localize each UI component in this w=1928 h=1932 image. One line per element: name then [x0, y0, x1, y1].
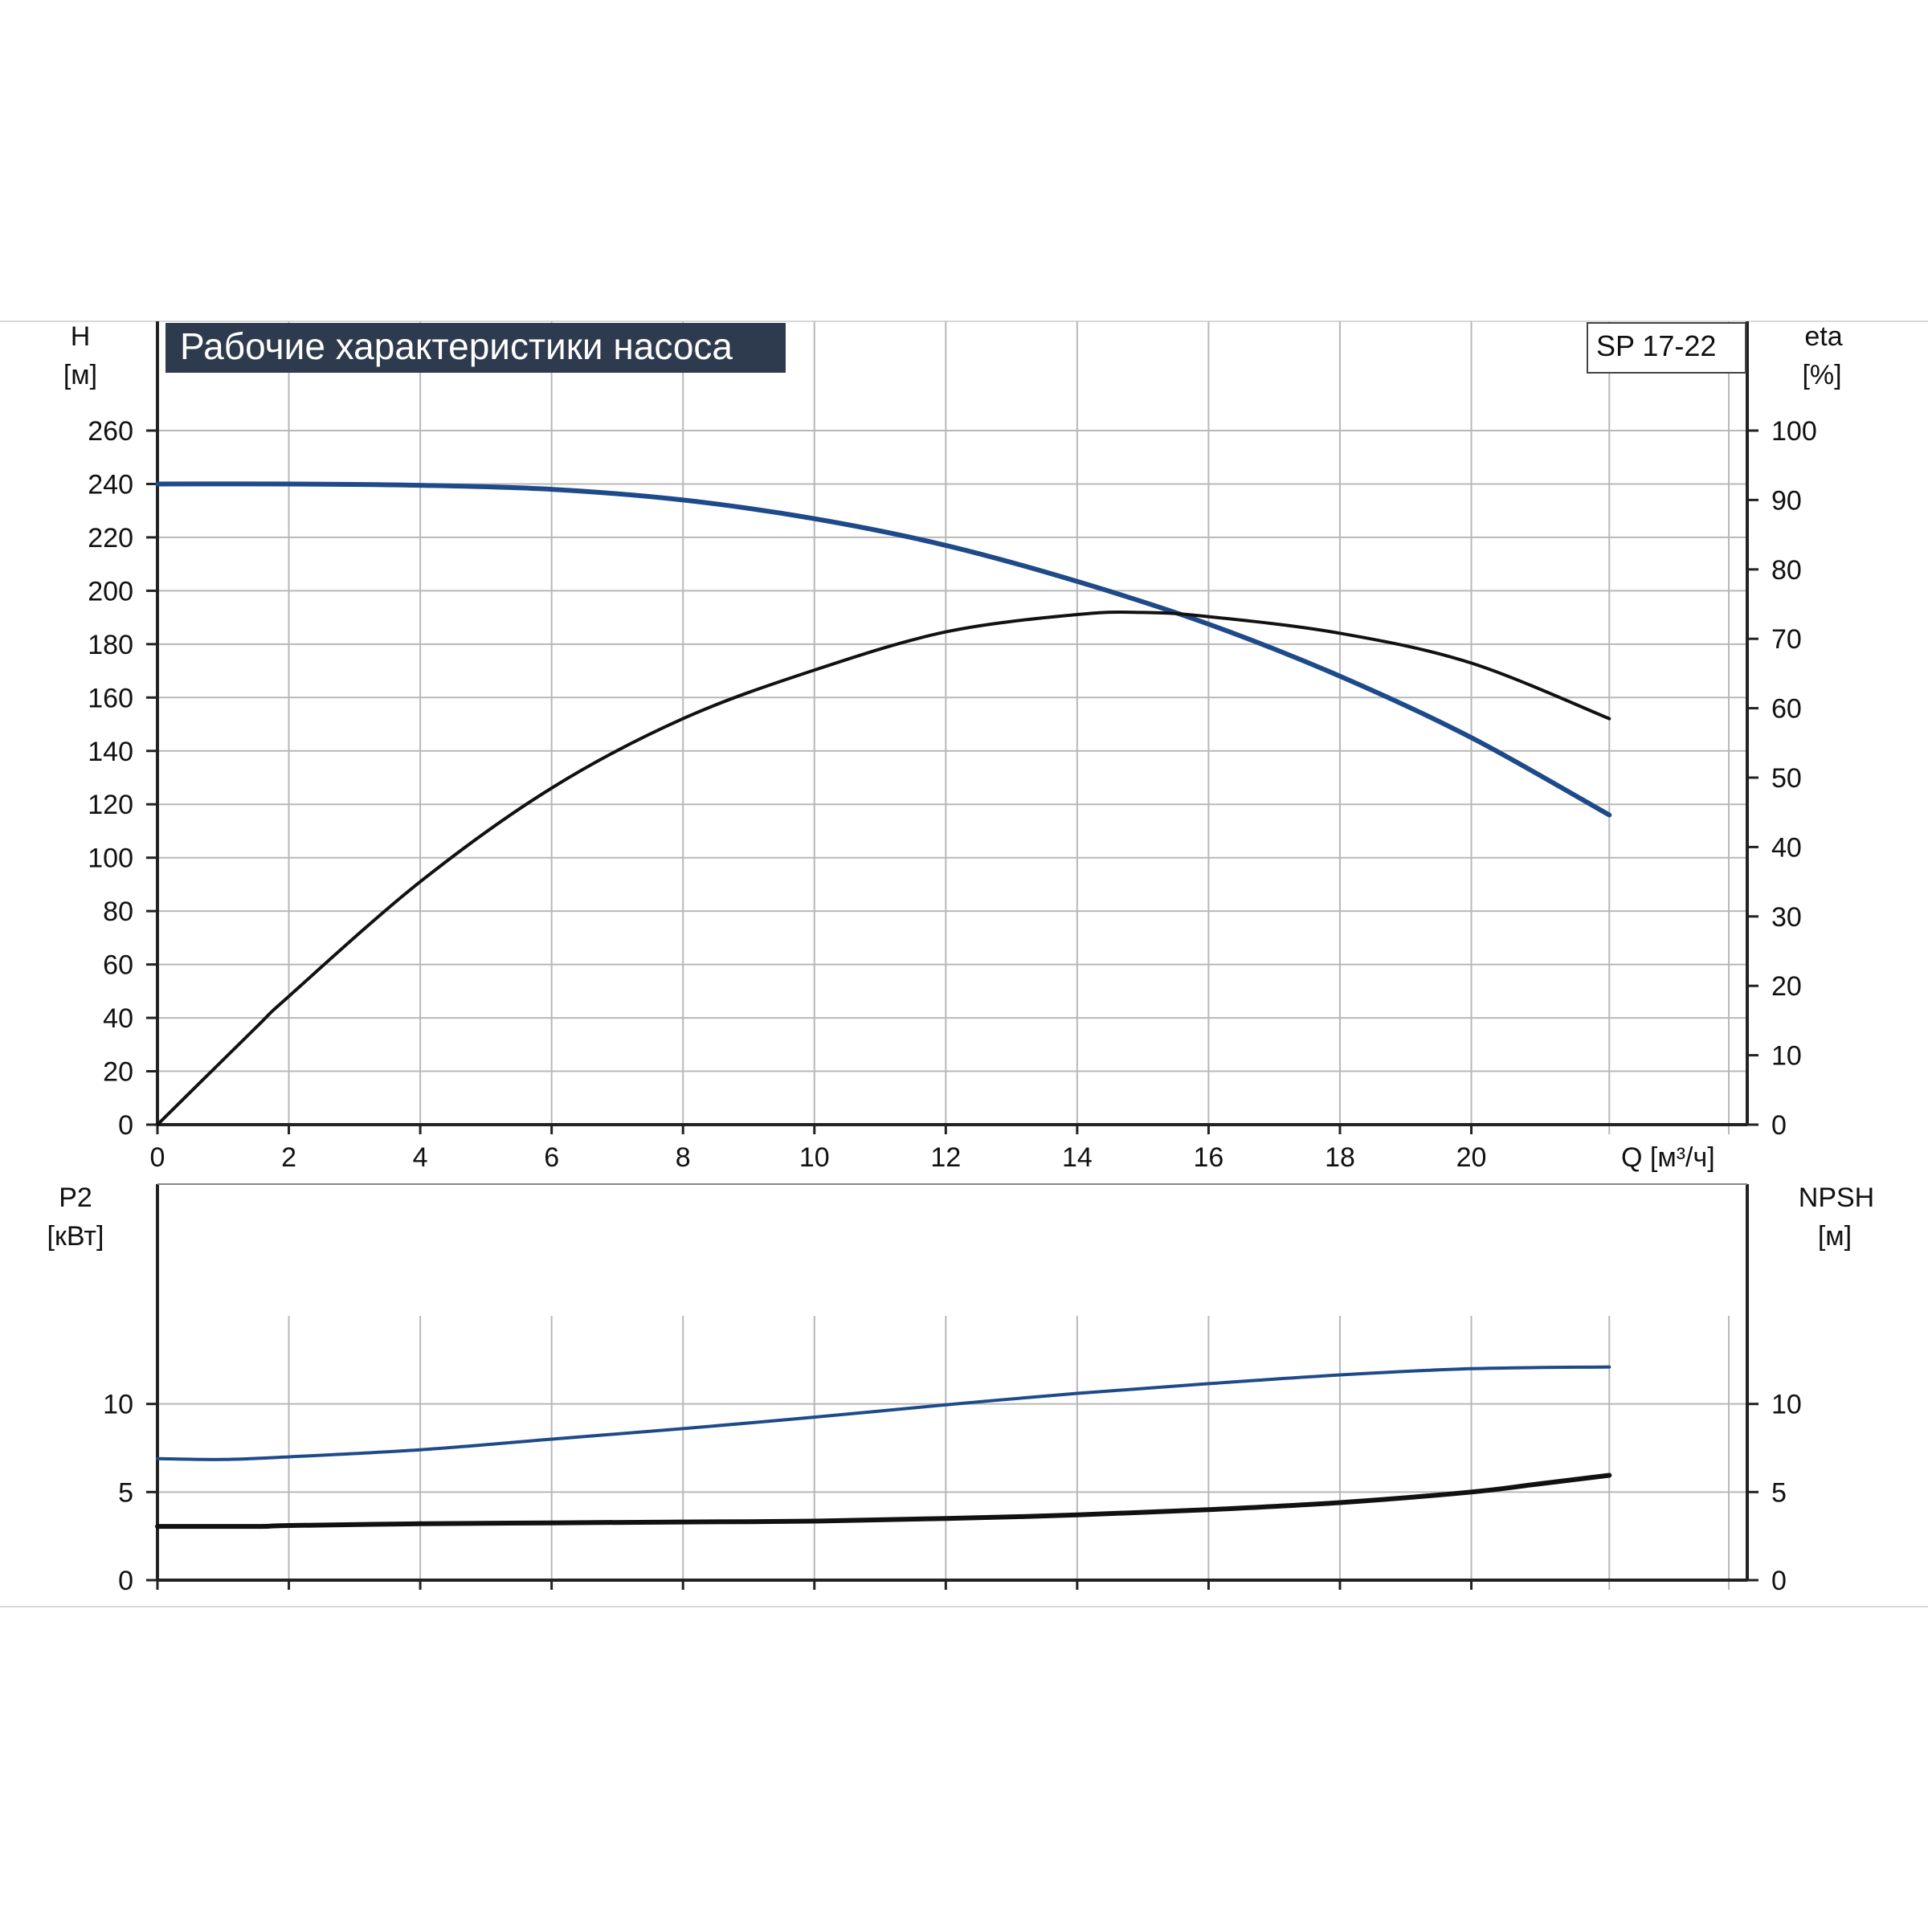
y-left-tick-label: 140 [88, 737, 133, 767]
y-right-tick-label: 50 [1771, 763, 1802, 794]
y-left-tick-label: 5 [118, 1477, 133, 1508]
y-right-title-line1: eta [1804, 321, 1842, 352]
x-tick-label: 14 [1062, 1142, 1093, 1173]
y-left-tick-label: 260 [88, 416, 133, 447]
y-right-tick-label: 70 [1771, 624, 1802, 655]
y-right-tick-label: 10 [1771, 1041, 1802, 1072]
x-tick-label: 10 [799, 1142, 830, 1173]
y-left-title-line1: H [71, 321, 91, 352]
x-tick-label: 8 [676, 1142, 691, 1173]
x-axis-title: Q [м³/ч] [1621, 1142, 1715, 1173]
top-plot: 0 2 4 6 8 10 12 14 16 18 2002040608010012014016018… [63, 321, 1843, 1173]
y-left-tick-label: 240 [88, 469, 133, 500]
y-right-tick-label: 0 [1771, 1110, 1787, 1141]
x-tick-label: 0 [150, 1142, 165, 1173]
series-line-2-0 [156, 1365, 1611, 1461]
bottom-tick-labels: 0 5 10 0 5 10 [103, 1390, 1802, 1596]
y-left-tick-label: 0 [118, 1566, 133, 1596]
y-left-tick-label: 220 [88, 523, 133, 553]
model-label: SP 17-22 [1596, 329, 1716, 362]
y-right-tick-label: 20 [1771, 971, 1802, 1002]
y-right-tick-label: 80 [1771, 555, 1802, 586]
x-tick-label: 12 [930, 1142, 961, 1173]
x-tick-label: 18 [1325, 1142, 1355, 1173]
y-left-tick-label: 80 [103, 897, 133, 927]
top-curves [155, 481, 1612, 1126]
y-left-tick-label: 10 [103, 1390, 133, 1420]
y-left-tick-label: 20 [103, 1057, 133, 1088]
top-tick-labels: 0 2 4 6 8 10 12 14 16 18 2002040608010012014016018… [88, 416, 1816, 1173]
y-right-title-line2: [%] [1802, 360, 1841, 390]
y-right-tick-label: 90 [1771, 485, 1802, 516]
series-line-1-0 [155, 481, 1612, 818]
y-left-title-line2: [м] [63, 360, 97, 390]
x-tick-label: 16 [1194, 1142, 1224, 1173]
x-tick-label: 6 [544, 1142, 559, 1173]
top-grid [146, 321, 1758, 1134]
y-right-tick-label: 0 [1771, 1566, 1787, 1596]
series-line-1-1 [156, 610, 1611, 1126]
y-left-tick-label: 120 [88, 790, 133, 820]
y-right-tick-label: 60 [1771, 694, 1802, 725]
y-right-tick-label: 40 [1771, 832, 1802, 863]
y-left-tick-label: 160 [88, 683, 133, 713]
chart-title: Рабочие характеристики насоса [180, 325, 733, 367]
y-left-tick-label: 200 [88, 576, 133, 607]
y-right-tick-label: 100 [1771, 416, 1817, 447]
x-tick-label: 20 [1456, 1142, 1487, 1173]
y-left-tick-label: 0 [118, 1110, 133, 1141]
bottom-plot: 0 5 10 0 5 10 P2 [кВт] NPSH [м] [47, 1182, 1875, 1596]
y-right-tick-label: 10 [1771, 1390, 1802, 1420]
npsh-title-line2: [м] [1818, 1221, 1852, 1252]
y-left-tick-label: 40 [103, 1003, 133, 1034]
p2-title-line2: [кВт] [47, 1221, 104, 1252]
y-left-tick-label: 100 [88, 843, 133, 874]
chart-title-box [165, 323, 786, 373]
y-right-tick-label: 30 [1771, 902, 1802, 933]
npsh-title-line1: NPSH [1799, 1182, 1874, 1213]
x-tick-label: 4 [413, 1142, 428, 1173]
p2-title-line1: P2 [59, 1182, 92, 1213]
bottom-curves [155, 1365, 1612, 1530]
model-label-box [1587, 322, 1746, 374]
x-tick-label: 2 [281, 1142, 296, 1173]
y-left-tick-label: 60 [103, 950, 133, 981]
y-left-tick-label: 180 [88, 630, 133, 660]
y-right-tick-label: 5 [1771, 1477, 1787, 1508]
series-line-2-1 [155, 1472, 1612, 1530]
